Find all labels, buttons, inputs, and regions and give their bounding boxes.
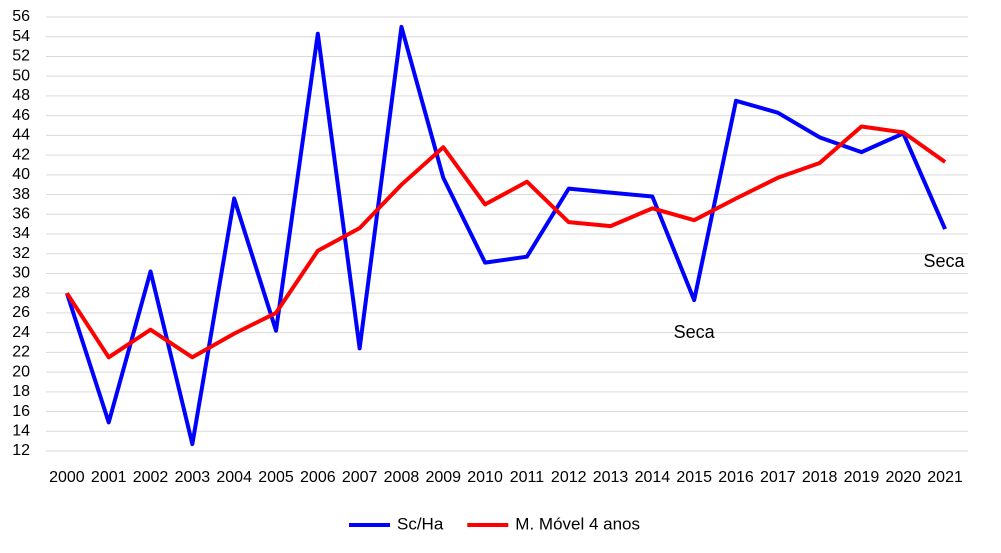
x-tick-label: 2005	[258, 469, 294, 486]
x-tick-label: 2016	[718, 469, 754, 486]
y-tick-label: 16	[12, 403, 30, 420]
x-tick-label: 2015	[676, 469, 712, 486]
y-tick-label: 36	[12, 205, 30, 222]
y-tick-label: 30	[12, 265, 30, 282]
y-tick-label: 50	[12, 67, 30, 84]
y-tick-label: 34	[12, 225, 30, 242]
annotation: Seca	[923, 251, 965, 271]
x-tick-label: 2006	[300, 469, 336, 486]
y-tick-label: 24	[12, 324, 30, 341]
x-tick-label: 2011	[510, 469, 545, 486]
x-tick-label: 2013	[593, 469, 629, 486]
x-tick-label: 2002	[133, 469, 169, 486]
x-tick-label: 2007	[342, 469, 378, 486]
y-tick-label: 26	[12, 304, 30, 321]
annotation: Seca	[674, 322, 716, 342]
y-tick-label: 32	[12, 245, 30, 262]
y-tick-label: 22	[12, 344, 30, 361]
data-line	[65, 24, 947, 447]
x-tick-label: 2008	[384, 469, 420, 486]
x-tick-label: 2019	[844, 469, 880, 486]
legend-label: M. Móvel 4 anos	[515, 514, 640, 533]
y-tick-label: 14	[12, 422, 30, 439]
x-tick-label: 2020	[885, 469, 921, 486]
y-tick-label: 54	[12, 28, 30, 45]
x-tick-label: 2000	[49, 469, 85, 486]
y-tick-label: 44	[12, 127, 30, 144]
x-tick-label: 2017	[760, 469, 796, 486]
y-tick-label: 46	[12, 107, 30, 124]
y-tick-label: 20	[12, 363, 30, 380]
data-line	[65, 124, 947, 360]
y-tick-label: 12	[12, 442, 30, 459]
x-tick-label: 2001	[91, 469, 127, 486]
x-tick-label: 2018	[802, 469, 838, 486]
y-tick-label: 56	[12, 8, 30, 25]
y-tick-label: 38	[12, 186, 30, 203]
x-tick-label: 2009	[425, 469, 461, 486]
x-tick-label: 2004	[216, 469, 252, 486]
y-tick-label: 18	[12, 383, 30, 400]
y-tick-label: 48	[12, 87, 30, 104]
legend-label: Sc/Ha	[397, 514, 444, 533]
x-tick-label: 2003	[175, 469, 211, 486]
x-tick-label: 2010	[467, 469, 503, 486]
y-tick-label: 40	[12, 166, 30, 183]
x-tick-label: 2012	[551, 469, 587, 486]
y-tick-label: 28	[12, 284, 30, 301]
x-tick-label: 2014	[635, 469, 671, 486]
y-tick-label: 52	[12, 48, 30, 65]
y-tick-label: 42	[12, 146, 30, 163]
x-tick-label: 2021	[927, 469, 963, 486]
